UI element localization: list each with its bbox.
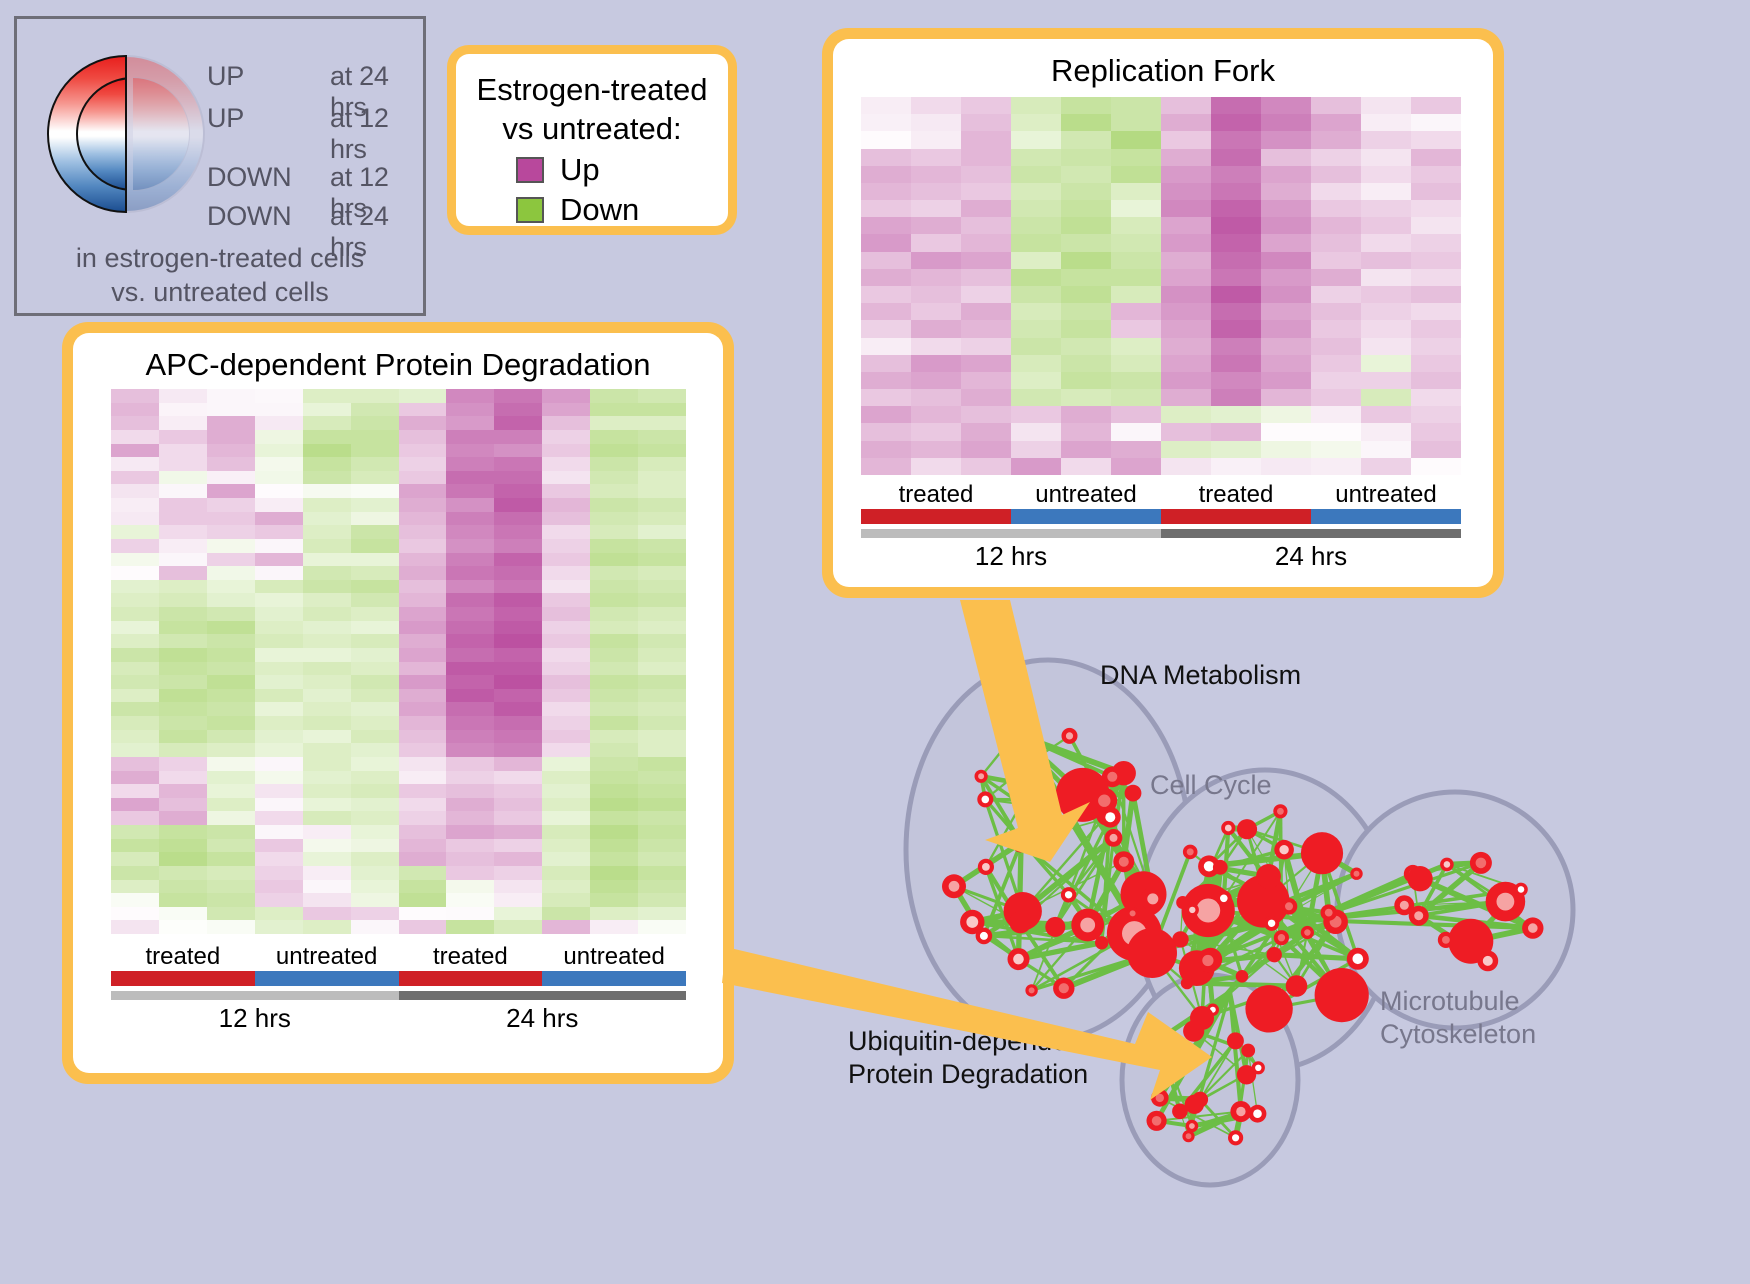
heatmap-replication-fork [861, 97, 1461, 475]
time-label-apc-1: 24 hrs [399, 1003, 687, 1034]
legend-time-1: at 12 hrs [330, 103, 423, 165]
group-color-bar-apc [111, 971, 686, 986]
legend-direction-3: DOWN [207, 201, 291, 232]
group-bar-apc-2 [399, 971, 543, 986]
updown-legend-box: Estrogen-treated vs untreated: Up Down [447, 45, 737, 235]
group-color-bar-rep [861, 509, 1461, 524]
time-bar-apc-1 [399, 991, 687, 1000]
panel-replication-fork: Replication Fork treated untreated treat… [822, 28, 1504, 598]
circle-color-legend: UP at 24 hrs UP at 12 hrs DOWN at 12 hrs… [14, 16, 426, 316]
cluster-label-cell-cycle: Cell Cycle [1150, 770, 1272, 801]
cluster-label-ubiquitin: Ubiquitin-dependent Protein Degradation [848, 1025, 1090, 1091]
time-labels-apc: 12 hrs 24 hrs [111, 1003, 686, 1034]
heatmap-apc [111, 389, 686, 934]
legend-direction-1: UP [207, 103, 244, 134]
cluster-label-ubiquitin-line1: Ubiquitin-dependent [848, 1025, 1090, 1058]
group-bar-apc-0 [111, 971, 255, 986]
legend-item-up: Up [516, 152, 728, 188]
group-bar-rep-1 [1011, 509, 1161, 524]
group-label-rep-2: treated [1161, 481, 1311, 509]
time-labels-rep: 12 hrs 24 hrs [861, 541, 1461, 572]
group-label-rep-1: untreated [1011, 481, 1161, 509]
legend-caption: in estrogen-treated cells vs. untreated … [17, 241, 423, 309]
legend-item-down: Down [516, 192, 728, 228]
group-bar-rep-0 [861, 509, 1011, 524]
time-color-bar-rep [861, 529, 1461, 538]
cluster-label-microtubule: Microtubule Cytoskeleton [1380, 985, 1536, 1051]
legend-caption-line2: vs. untreated cells [17, 275, 423, 309]
legend-direction-2: DOWN [207, 162, 291, 193]
ring-diagram [47, 37, 207, 237]
axis-replication-fork: treated untreated treated untreated 12 h [861, 481, 1461, 572]
axis-apc: treated untreated treated untreated 12 h [111, 943, 686, 1034]
panel-title-replication-fork: Replication Fork [833, 39, 1493, 89]
group-bar-apc-3 [542, 971, 686, 986]
time-label-apc-0: 12 hrs [111, 1003, 399, 1034]
network-graph: DNA Metabolism Cell Cycle Microtubule Cy… [800, 620, 1750, 1279]
network-svg [800, 620, 1750, 1279]
group-label-apc-2: treated [399, 943, 543, 971]
group-label-rep-0: treated [861, 481, 1011, 509]
group-labels-rep: treated untreated treated untreated [861, 481, 1461, 509]
down-swatch-icon [516, 197, 544, 223]
group-bar-apc-1 [255, 971, 399, 986]
panel-apc-degradation: APC-dependent Protein Degradation treate… [62, 322, 734, 1084]
ring-left-half [47, 55, 126, 213]
group-bar-rep-2 [1161, 509, 1311, 524]
updown-legend-title-line1: Estrogen-treated [456, 70, 728, 109]
time-bar-apc-0 [111, 991, 399, 1000]
time-color-bar-apc [111, 991, 686, 1000]
group-label-apc-0: treated [111, 943, 255, 971]
updown-legend-title-line2: vs untreated: [456, 109, 728, 148]
group-label-rep-3: untreated [1311, 481, 1461, 509]
down-label: Down [560, 192, 639, 228]
group-label-apc-1: untreated [255, 943, 399, 971]
group-label-apc-3: untreated [542, 943, 686, 971]
cluster-label-microtubule-line1: Microtubule [1380, 985, 1536, 1018]
legend-caption-line1: in estrogen-treated cells [17, 241, 423, 275]
time-bar-rep-0 [861, 529, 1161, 538]
up-label: Up [560, 152, 600, 188]
up-swatch-icon [516, 157, 544, 183]
group-bar-rep-3 [1311, 509, 1461, 524]
legend-direction-0: UP [207, 61, 244, 92]
time-label-rep-0: 12 hrs [861, 541, 1161, 572]
time-bar-rep-1 [1161, 529, 1461, 538]
cluster-label-microtubule-line2: Cytoskeleton [1380, 1018, 1536, 1051]
cluster-label-dna-metabolism: DNA Metabolism [1100, 660, 1301, 691]
ring-divider [125, 55, 127, 213]
time-label-rep-1: 24 hrs [1161, 541, 1461, 572]
group-labels-apc: treated untreated treated untreated [111, 943, 686, 971]
cluster-label-ubiquitin-line2: Protein Degradation [848, 1058, 1090, 1091]
panel-title-apc: APC-dependent Protein Degradation [73, 333, 723, 383]
